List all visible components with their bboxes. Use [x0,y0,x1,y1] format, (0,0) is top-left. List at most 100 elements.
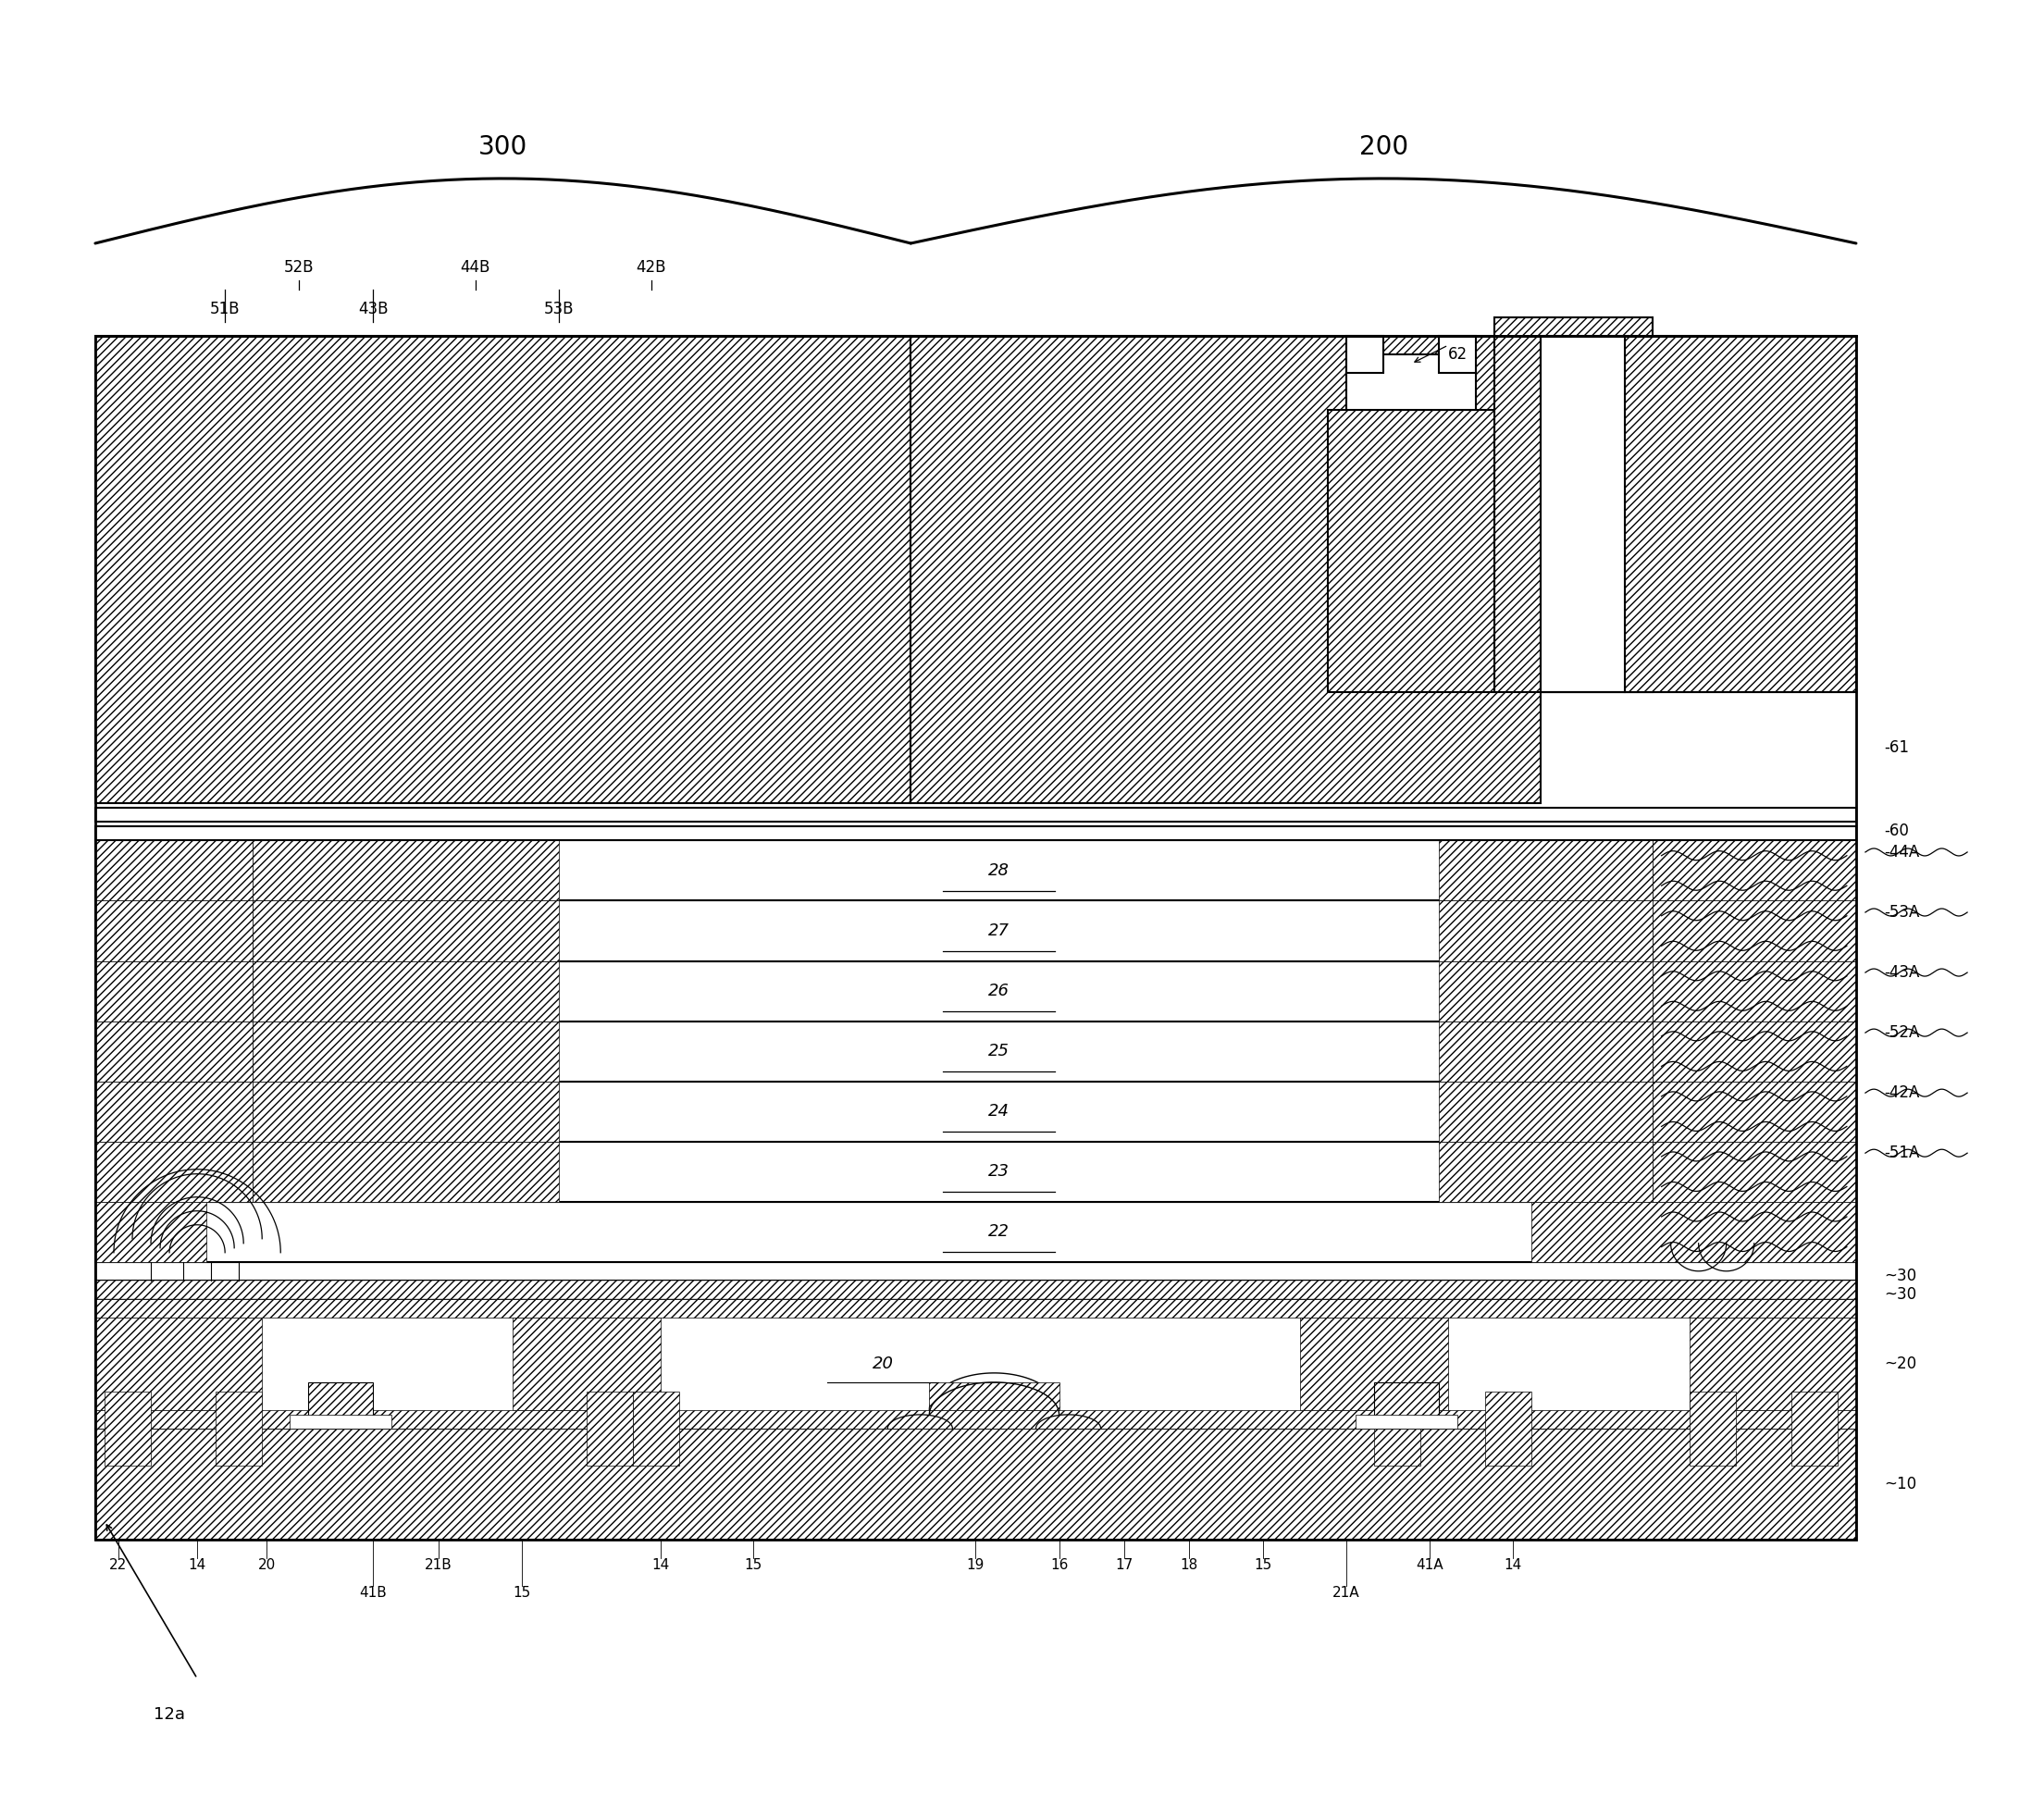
Text: -43A: -43A [1885,965,1919,981]
Text: 43B: 43B [358,300,388,317]
Text: 28: 28 [987,863,1010,879]
Text: 16: 16 [1051,1558,1069,1572]
Bar [587,1392,634,1465]
Text: 200: 200 [1359,135,1408,160]
Bar [96,1261,1856,1281]
Text: 21B: 21B [425,1558,452,1572]
Bar [96,841,1856,901]
Text: -52A: -52A [1885,1025,1919,1041]
Bar [1439,841,1652,901]
Bar [253,1081,558,1141]
Bar [1355,1414,1457,1429]
Bar [96,1021,253,1081]
Bar [96,961,253,1021]
Text: -44A: -44A [1885,844,1919,861]
Text: ~10: ~10 [1885,1476,1917,1492]
Text: -60: -60 [1885,823,1909,839]
Bar [96,826,1856,841]
Text: ~20: ~20 [1885,1356,1917,1372]
Bar [96,1081,253,1141]
Text: 14: 14 [652,1558,670,1572]
Text: 41A: 41A [1416,1558,1443,1572]
Bar [1439,901,1652,961]
Text: 62: 62 [1447,346,1468,362]
Bar [96,961,1856,1021]
Bar [1374,1392,1421,1465]
Bar [1688,1318,1856,1410]
Bar [1652,841,1856,901]
Bar [1541,337,1625,692]
Text: 23: 23 [987,1163,1010,1179]
Bar [1486,1392,1531,1465]
Bar [1652,961,1856,1021]
Bar [1347,355,1476,410]
Text: 41B: 41B [360,1585,386,1600]
Bar [1652,1081,1856,1141]
Text: 17: 17 [1116,1558,1132,1572]
Text: 25: 25 [987,1043,1010,1059]
Bar [96,1141,1856,1201]
Bar [253,1021,558,1081]
Text: 52B: 52B [284,258,315,275]
Bar [1494,317,1652,692]
Text: 15: 15 [744,1558,762,1572]
Bar [1439,961,1652,1021]
Text: 24: 24 [987,1103,1010,1119]
Bar [1329,410,1494,692]
Bar [1791,1392,1838,1465]
Text: 42B: 42B [636,258,666,275]
Text: 15: 15 [513,1585,531,1600]
Bar [912,337,1541,803]
Text: 15: 15 [1255,1558,1271,1572]
Text: -61: -61 [1885,739,1909,757]
Text: -53A: -53A [1885,905,1919,921]
Text: 19: 19 [967,1558,985,1572]
Bar [1347,337,1384,373]
Bar [96,841,253,901]
Bar [1439,337,1476,373]
Text: 22: 22 [987,1223,1010,1239]
Bar [217,1392,262,1465]
Bar [96,1141,253,1201]
Text: 12a: 12a [153,1707,186,1724]
Text: ~30: ~30 [1885,1267,1917,1285]
Bar [309,1381,374,1429]
Text: -51A: -51A [1885,1145,1919,1161]
Bar [930,1381,1059,1410]
Text: 20: 20 [258,1558,276,1572]
Text: ~30: ~30 [1885,1287,1917,1303]
Bar [96,1429,1856,1540]
Bar [104,1392,151,1465]
Bar [513,1318,660,1410]
Text: 26: 26 [987,983,1010,999]
Bar [253,1141,558,1201]
Bar [1652,901,1856,961]
Text: 14: 14 [1504,1558,1523,1572]
Bar [96,1281,1856,1299]
Text: 22: 22 [110,1558,127,1572]
Text: 300: 300 [478,135,527,160]
Text: -42A: -42A [1885,1085,1919,1101]
Bar [96,1201,206,1261]
Text: 18: 18 [1179,1558,1198,1572]
Bar [96,1318,262,1410]
Text: 27: 27 [987,923,1010,939]
Text: 14: 14 [188,1558,206,1572]
Bar [96,901,1856,961]
Bar [1652,1021,1856,1081]
Bar [1652,1141,1856,1201]
Text: 53B: 53B [544,300,574,317]
Bar [96,901,253,961]
Bar [96,1299,1856,1318]
Bar [1300,1318,1449,1410]
Text: 21A: 21A [1333,1585,1359,1600]
Bar [96,1410,1856,1429]
Bar [1439,1081,1652,1141]
Bar [634,1392,679,1465]
Bar [1439,1021,1652,1081]
Bar [1625,337,1856,692]
Bar [1439,1141,1652,1201]
Text: 20: 20 [873,1356,893,1372]
Bar [96,337,1856,1540]
Text: 44B: 44B [460,258,491,275]
